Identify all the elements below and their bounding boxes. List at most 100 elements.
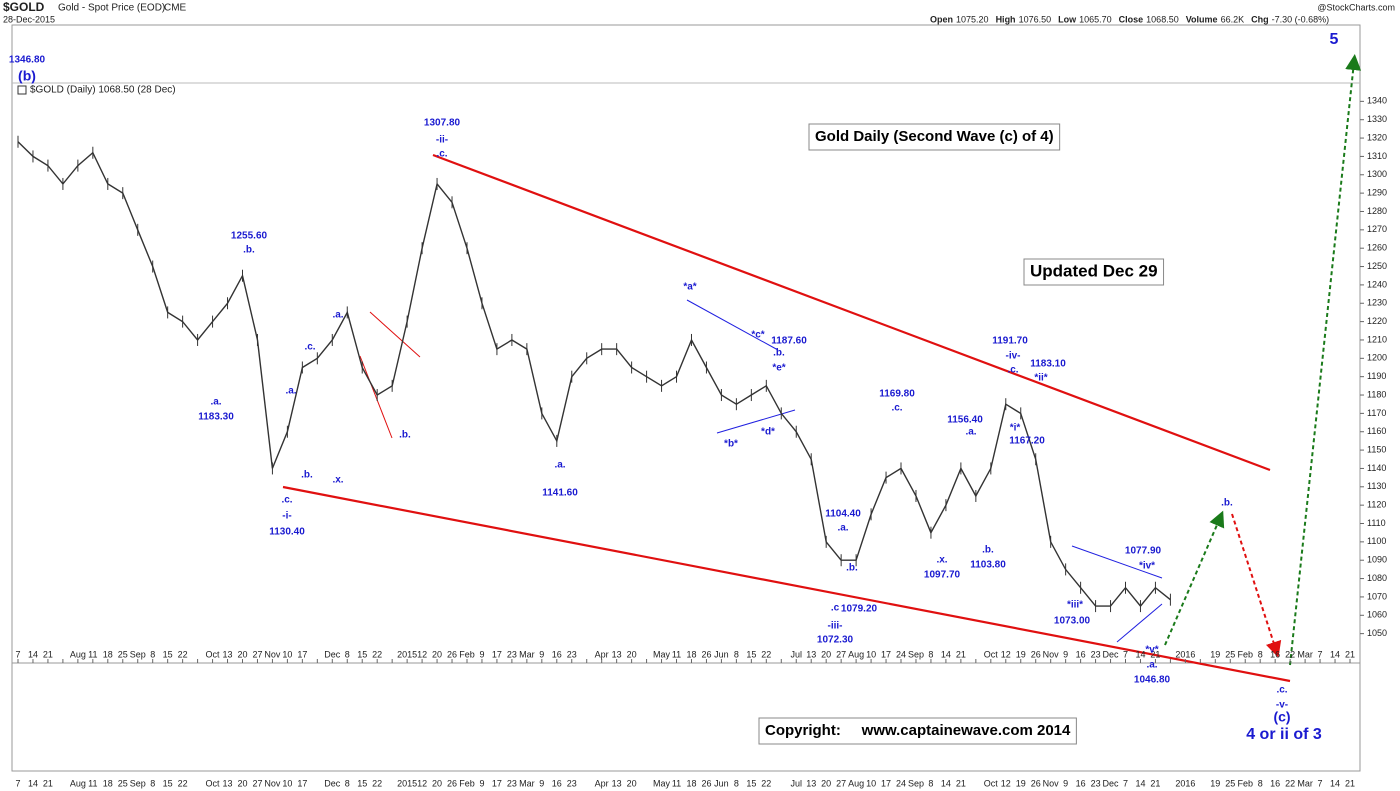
x-tick-label: 14 (28, 778, 38, 788)
x-tick-label: Feb (1237, 649, 1253, 659)
wave-label: 1077.90 (1125, 546, 1162, 557)
x-tick-label: 7 (1123, 778, 1128, 788)
x-tick-label: 27 (836, 778, 846, 788)
x-tick-label: 8 (734, 649, 739, 659)
x-tick-label: 21 (43, 778, 53, 788)
x-tick-label: Aug (70, 778, 86, 788)
trend-line (686, 299, 779, 351)
y-tick-label: 1050 (1367, 628, 1387, 638)
x-tick-label: 15 (746, 649, 756, 659)
x-tick-label: 7 (1123, 649, 1128, 659)
x-tick-label: 17 (297, 649, 307, 659)
x-tick-label: 17 (492, 649, 502, 659)
x-tick-label: 15 (357, 778, 367, 788)
quote-label: Volume (1186, 14, 1218, 24)
quote-label: High (996, 14, 1016, 24)
wave-label: *iv* (1139, 561, 1155, 572)
y-tick-label: 1300 (1367, 169, 1387, 179)
x-tick-label: 22 (178, 649, 188, 659)
x-tick-label: Nov (1043, 649, 1060, 659)
x-tick-label: 21 (1345, 649, 1355, 659)
x-tick-label: 27 (836, 649, 846, 659)
x-tick-label: 17 (881, 778, 891, 788)
x-tick-label: 26 (1031, 649, 1041, 659)
x-tick-label: 25 (118, 778, 128, 788)
wave-label: 1097.70 (924, 570, 961, 581)
x-tick-label: 14 (1135, 649, 1145, 659)
wave-label: .b. (846, 563, 858, 574)
wave-label: 1187.60 (771, 336, 807, 347)
wave-label: .a. (554, 460, 565, 471)
x-tick-label: 21 (1150, 778, 1160, 788)
x-tick-label: 2015 (397, 649, 417, 659)
x-tick-label: 21 (43, 649, 53, 659)
x-tick-label: 17 (881, 649, 891, 659)
x-tick-label: 22 (761, 778, 771, 788)
y-tick-label: 1210 (1367, 334, 1387, 344)
x-tick-label: 27 (252, 778, 262, 788)
wave-label: *a* (683, 282, 696, 293)
x-tick-label: 21 (1345, 778, 1355, 788)
x-tick-label: 20 (432, 649, 442, 659)
x-tick-label: 14 (1330, 778, 1340, 788)
x-tick-label: 26 (1031, 778, 1041, 788)
y-tick-label: 1080 (1367, 573, 1387, 583)
y-tick-label: 1120 (1367, 500, 1386, 510)
x-tick-label: Sep (130, 778, 146, 788)
y-tick-label: 1170 (1367, 408, 1386, 418)
y-tick-label: 1130 (1367, 481, 1386, 491)
text-box (1023, 258, 1165, 286)
x-tick-label: 2016 (1175, 649, 1195, 659)
trend-line (369, 311, 421, 358)
x-tick-label: 12 (417, 649, 427, 659)
x-tick-label: 10 (866, 778, 876, 788)
x-tick-label: 9 (1063, 649, 1068, 659)
x-tick-label: 21 (956, 778, 966, 788)
x-tick-label: 13 (223, 778, 233, 788)
y-tick-label: 1100 (1367, 536, 1386, 546)
wave-label: .c (831, 603, 840, 614)
x-tick-label: 23 (507, 778, 517, 788)
x-tick-label: Nov (1043, 778, 1060, 788)
wave-label: *i* (1010, 423, 1021, 434)
x-tick-label: Oct (984, 649, 999, 659)
wave-label: .c. (1007, 365, 1018, 376)
wave-label: .c. (891, 403, 902, 414)
price-line (17, 141, 1171, 608)
x-tick-label: Sep (130, 649, 146, 659)
wave-label: .b. (243, 245, 255, 256)
x-tick-label: 22 (372, 778, 382, 788)
x-tick-label: 18 (103, 649, 113, 659)
quote-value: -7.30 (-0.68%) (1272, 14, 1330, 24)
wave-label: 1046.80 (1134, 675, 1171, 686)
trend-line (1116, 603, 1163, 643)
x-tick-label: Jul (790, 778, 802, 788)
x-tick-label: Aug (70, 649, 86, 659)
quote-value: 1065.70 (1079, 14, 1112, 24)
wave-label: (b) (18, 68, 36, 84)
wave-label: 4 or ii of 3 (1246, 726, 1322, 743)
wave-label: 1104.40 (825, 509, 861, 520)
wave-label: .a. (285, 386, 296, 397)
x-tick-label: 13 (806, 778, 816, 788)
plot-frame (11, 24, 1361, 772)
x-tick-label: 13 (612, 649, 622, 659)
y-tick-label: 1190 (1367, 371, 1386, 381)
x-tick-label: Aug (848, 778, 864, 788)
wave-label: *b* (724, 439, 738, 450)
x-tick-label: 10 (282, 778, 292, 788)
y-tick-label: 1150 (1367, 444, 1386, 454)
wave-label: .c. (304, 342, 315, 353)
x-tick-label: 24 (896, 778, 906, 788)
wave-label: 1183.30 (198, 412, 234, 423)
wave-label: 1191.70 (992, 336, 1028, 347)
y-tick-label: 1250 (1367, 261, 1387, 271)
projection-arrow (1164, 510, 1225, 646)
quote-value: 1076.50 (1019, 14, 1052, 24)
lower-channel (282, 485, 1291, 683)
y-tick-label: 1260 (1367, 243, 1387, 253)
x-tick-label: 22 (1285, 778, 1295, 788)
x-tick-label: 16 (1270, 649, 1280, 659)
x-tick-label: 20 (627, 649, 637, 659)
